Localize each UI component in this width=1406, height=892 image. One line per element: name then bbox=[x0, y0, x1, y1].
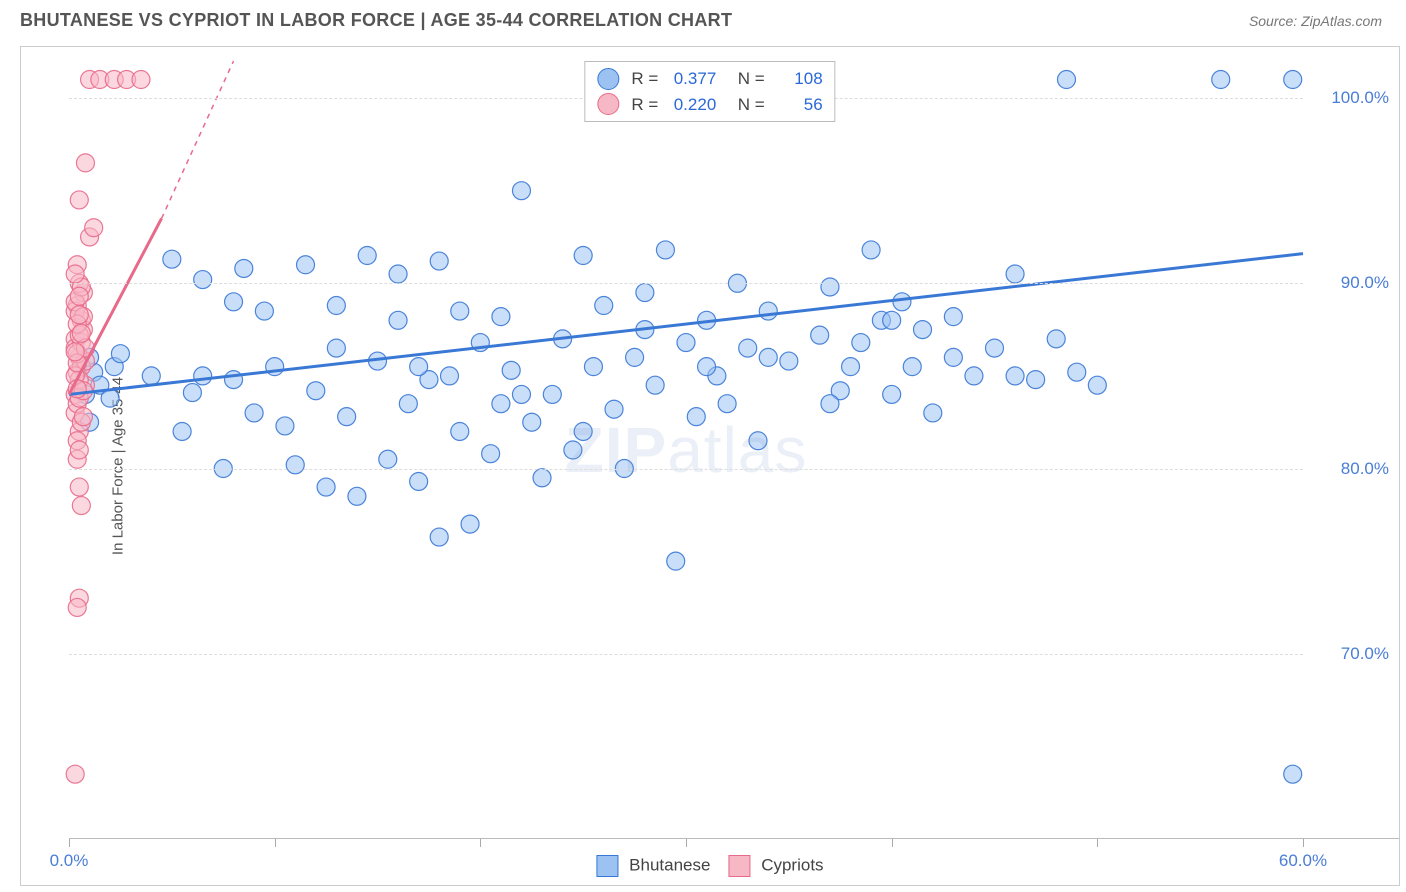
bhutanese-square-swatch-icon bbox=[596, 855, 618, 877]
stat-r-label: R = bbox=[631, 66, 658, 92]
stat-r-value-bhutanese: 0.377 bbox=[664, 66, 716, 92]
stats-row-bhutanese: R = 0.377 N = 108 bbox=[597, 66, 822, 92]
scatter-plot-svg bbox=[69, 61, 1303, 839]
bhutanese-swatch-icon bbox=[597, 68, 619, 90]
stat-n-label: N = bbox=[738, 66, 765, 92]
stats-row-cypriots: R = 0.220 N = 56 bbox=[597, 92, 822, 118]
cypriots-square-swatch-icon bbox=[728, 855, 750, 877]
x-tick bbox=[1097, 839, 1098, 847]
bottom-legend: Bhutanese Cypriots bbox=[596, 855, 823, 877]
stats-legend-box: R = 0.377 N = 108 R = 0.220 N = 56 bbox=[584, 61, 835, 122]
plot-area: ZIPatlas 70.0%80.0%90.0%100.0%0.0%60.0% bbox=[69, 61, 1303, 839]
x-tick bbox=[1303, 839, 1304, 847]
x-tick bbox=[686, 839, 687, 847]
x-tick bbox=[69, 839, 70, 847]
legend-item-cypriots: Cypriots bbox=[728, 855, 823, 877]
stat-n-label: N = bbox=[738, 92, 765, 118]
gridline-h bbox=[69, 654, 1303, 655]
legend-label-cypriots: Cypriots bbox=[761, 855, 823, 874]
stat-r-value-cypriots: 0.220 bbox=[664, 92, 716, 118]
y-tick-label: 70.0% bbox=[1341, 644, 1389, 664]
legend-item-bhutanese: Bhutanese bbox=[596, 855, 710, 877]
stat-r-label: R = bbox=[631, 92, 658, 118]
y-tick-label: 90.0% bbox=[1341, 273, 1389, 293]
chart-header: BHUTANESE VS CYPRIOT IN LABOR FORCE | AG… bbox=[0, 0, 1406, 37]
x-tick-label: 0.0% bbox=[50, 851, 89, 871]
source-attribution: Source: ZipAtlas.com bbox=[1249, 13, 1382, 29]
stat-n-value-bhutanese: 108 bbox=[771, 66, 823, 92]
cypriots-swatch-icon bbox=[597, 93, 619, 115]
chart-container: In Labor Force | Age 35-44 ZIPatlas 70.0… bbox=[20, 46, 1400, 886]
y-tick-label: 100.0% bbox=[1331, 88, 1389, 108]
stat-n-value-cypriots: 56 bbox=[771, 92, 823, 118]
y-tick-label: 80.0% bbox=[1341, 459, 1389, 479]
chart-title: BHUTANESE VS CYPRIOT IN LABOR FORCE | AG… bbox=[20, 10, 732, 31]
legend-label-bhutanese: Bhutanese bbox=[629, 855, 710, 874]
x-tick bbox=[275, 839, 276, 847]
gridline-h bbox=[69, 469, 1303, 470]
x-tick bbox=[480, 839, 481, 847]
gridline-h bbox=[69, 283, 1303, 284]
x-tick-label: 60.0% bbox=[1279, 851, 1327, 871]
x-tick bbox=[892, 839, 893, 847]
